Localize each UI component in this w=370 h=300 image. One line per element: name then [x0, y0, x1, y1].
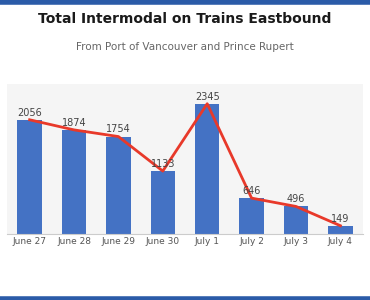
- Bar: [239, 198, 264, 234]
- Text: 646: 646: [242, 186, 261, 196]
- Bar: [151, 171, 175, 234]
- Bar: [106, 136, 131, 234]
- Text: 1133: 1133: [151, 159, 175, 169]
- Text: 2056: 2056: [17, 108, 42, 118]
- Legend: Total Eastbound Containers, Total Eastbound Trains: Total Eastbound Containers, Total Eastbo…: [44, 297, 326, 300]
- Text: 149: 149: [331, 214, 350, 224]
- Bar: [62, 130, 86, 234]
- Bar: [328, 226, 353, 234]
- Text: 1874: 1874: [62, 118, 86, 128]
- Text: 1754: 1754: [106, 124, 131, 134]
- Bar: [284, 206, 308, 234]
- Text: 496: 496: [287, 194, 305, 204]
- Bar: [195, 104, 219, 234]
- Text: From Port of Vancouver and Prince Rupert: From Port of Vancouver and Prince Rupert: [76, 42, 294, 52]
- Bar: [17, 120, 42, 234]
- Text: 2345: 2345: [195, 92, 219, 101]
- Text: Total Intermodal on Trains Eastbound: Total Intermodal on Trains Eastbound: [38, 12, 332, 26]
